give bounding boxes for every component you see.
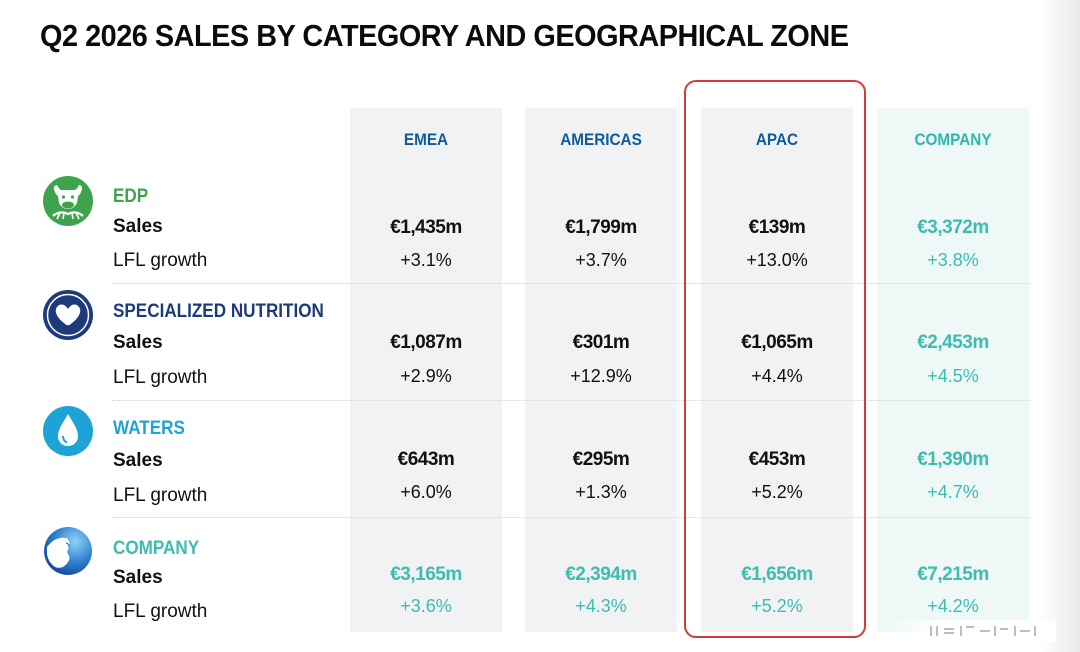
- waters-growth-apac: +5.2%: [751, 482, 803, 502]
- edp-sales-apac: €139m: [748, 217, 806, 238]
- edp-growth-apac: +13.0%: [746, 250, 808, 270]
- waters-growth-emea: +6.0%: [400, 482, 452, 502]
- row-divider: [112, 283, 1030, 284]
- waters-growth-company: +4.7%: [927, 482, 979, 502]
- row-label-lfl-growth: LFL growth: [113, 367, 208, 388]
- column-header-apac: APAC: [755, 130, 799, 149]
- category-name-edp: EDP: [113, 186, 149, 207]
- column-bg-apac: [701, 108, 853, 632]
- row-label-lfl-growth: LFL growth: [113, 485, 208, 506]
- company-growth-emea: +3.6%: [400, 596, 452, 616]
- page-edge-shadow: [1040, 0, 1080, 652]
- waters-sales-apac: €453m: [748, 449, 806, 470]
- edp-sales-americas: €1,799m: [565, 217, 637, 238]
- nutrition-growth-americas: +12.9%: [570, 366, 632, 386]
- waters-sales-americas: €295m: [572, 449, 630, 470]
- company-logo-icon: [44, 527, 92, 575]
- nutrition-sales-apac: €1,065m: [741, 332, 813, 353]
- edp-growth-company: +3.8%: [927, 250, 979, 270]
- nutrition-growth-apac: +4.4%: [751, 366, 803, 386]
- column-header-americas: AMERICAS: [560, 130, 642, 149]
- nutrition-sales-emea: €1,087m: [390, 332, 462, 353]
- column-bg-americas: [525, 108, 677, 632]
- column-header-company: COMPANY: [914, 130, 992, 149]
- apac-highlight-frame: [684, 80, 866, 638]
- row-label-sales: Sales: [113, 332, 163, 353]
- category-name-company: COMPANY: [113, 538, 200, 559]
- column-bg-company: [877, 108, 1029, 632]
- company-growth-company: +4.2%: [927, 596, 979, 616]
- row-label-lfl-growth: LFL growth: [113, 250, 208, 271]
- heart-hand-icon: [43, 290, 93, 340]
- column-bg-emea: [350, 108, 502, 632]
- edp-sales-company: €3,372m: [917, 217, 989, 238]
- table-title: Q2 2026 SALES BY CATEGORY AND GEOGRAPHIC…: [40, 18, 849, 53]
- row-label-lfl-growth: LFL growth: [113, 601, 208, 622]
- row-label-sales: Sales: [113, 450, 163, 471]
- nutrition-sales-americas: €301m: [572, 332, 630, 353]
- row-label-sales: Sales: [113, 567, 163, 588]
- edp-sales-emea: €1,435m: [390, 217, 462, 238]
- column-header-emea: EMEA: [403, 130, 449, 149]
- waters-sales-emea: €643m: [397, 449, 455, 470]
- row-divider: [112, 517, 1030, 518]
- company-growth-apac: +5.2%: [751, 596, 803, 616]
- nutrition-sales-company: €2,453m: [917, 332, 989, 353]
- edp-growth-americas: +3.7%: [575, 250, 627, 270]
- company-growth-americas: +4.3%: [575, 596, 627, 616]
- category-name-waters: WATERS: [113, 418, 185, 439]
- edp-growth-emea: +3.1%: [400, 250, 452, 270]
- cow-head-icon: [43, 176, 93, 226]
- watermark-overlay: [886, 620, 1056, 642]
- row-divider: [112, 400, 1030, 401]
- row-label-sales: Sales: [113, 216, 163, 237]
- nutrition-growth-emea: +2.9%: [400, 366, 452, 386]
- company-sales-emea: €3,165m: [390, 564, 462, 585]
- company-sales-company: €7,215m: [917, 564, 989, 585]
- watermark-glyphs: [930, 626, 1036, 636]
- waters-sales-company: €1,390m: [917, 449, 989, 470]
- waters-growth-americas: +1.3%: [575, 482, 627, 502]
- nutrition-growth-company: +4.5%: [927, 366, 979, 386]
- category-name-specialized-nutrition: SPECIALIZED NUTRITION: [113, 301, 324, 322]
- company-sales-americas: €2,394m: [565, 564, 637, 585]
- company-sales-apac: €1,656m: [741, 564, 813, 585]
- water-drop-icon: [43, 406, 93, 456]
